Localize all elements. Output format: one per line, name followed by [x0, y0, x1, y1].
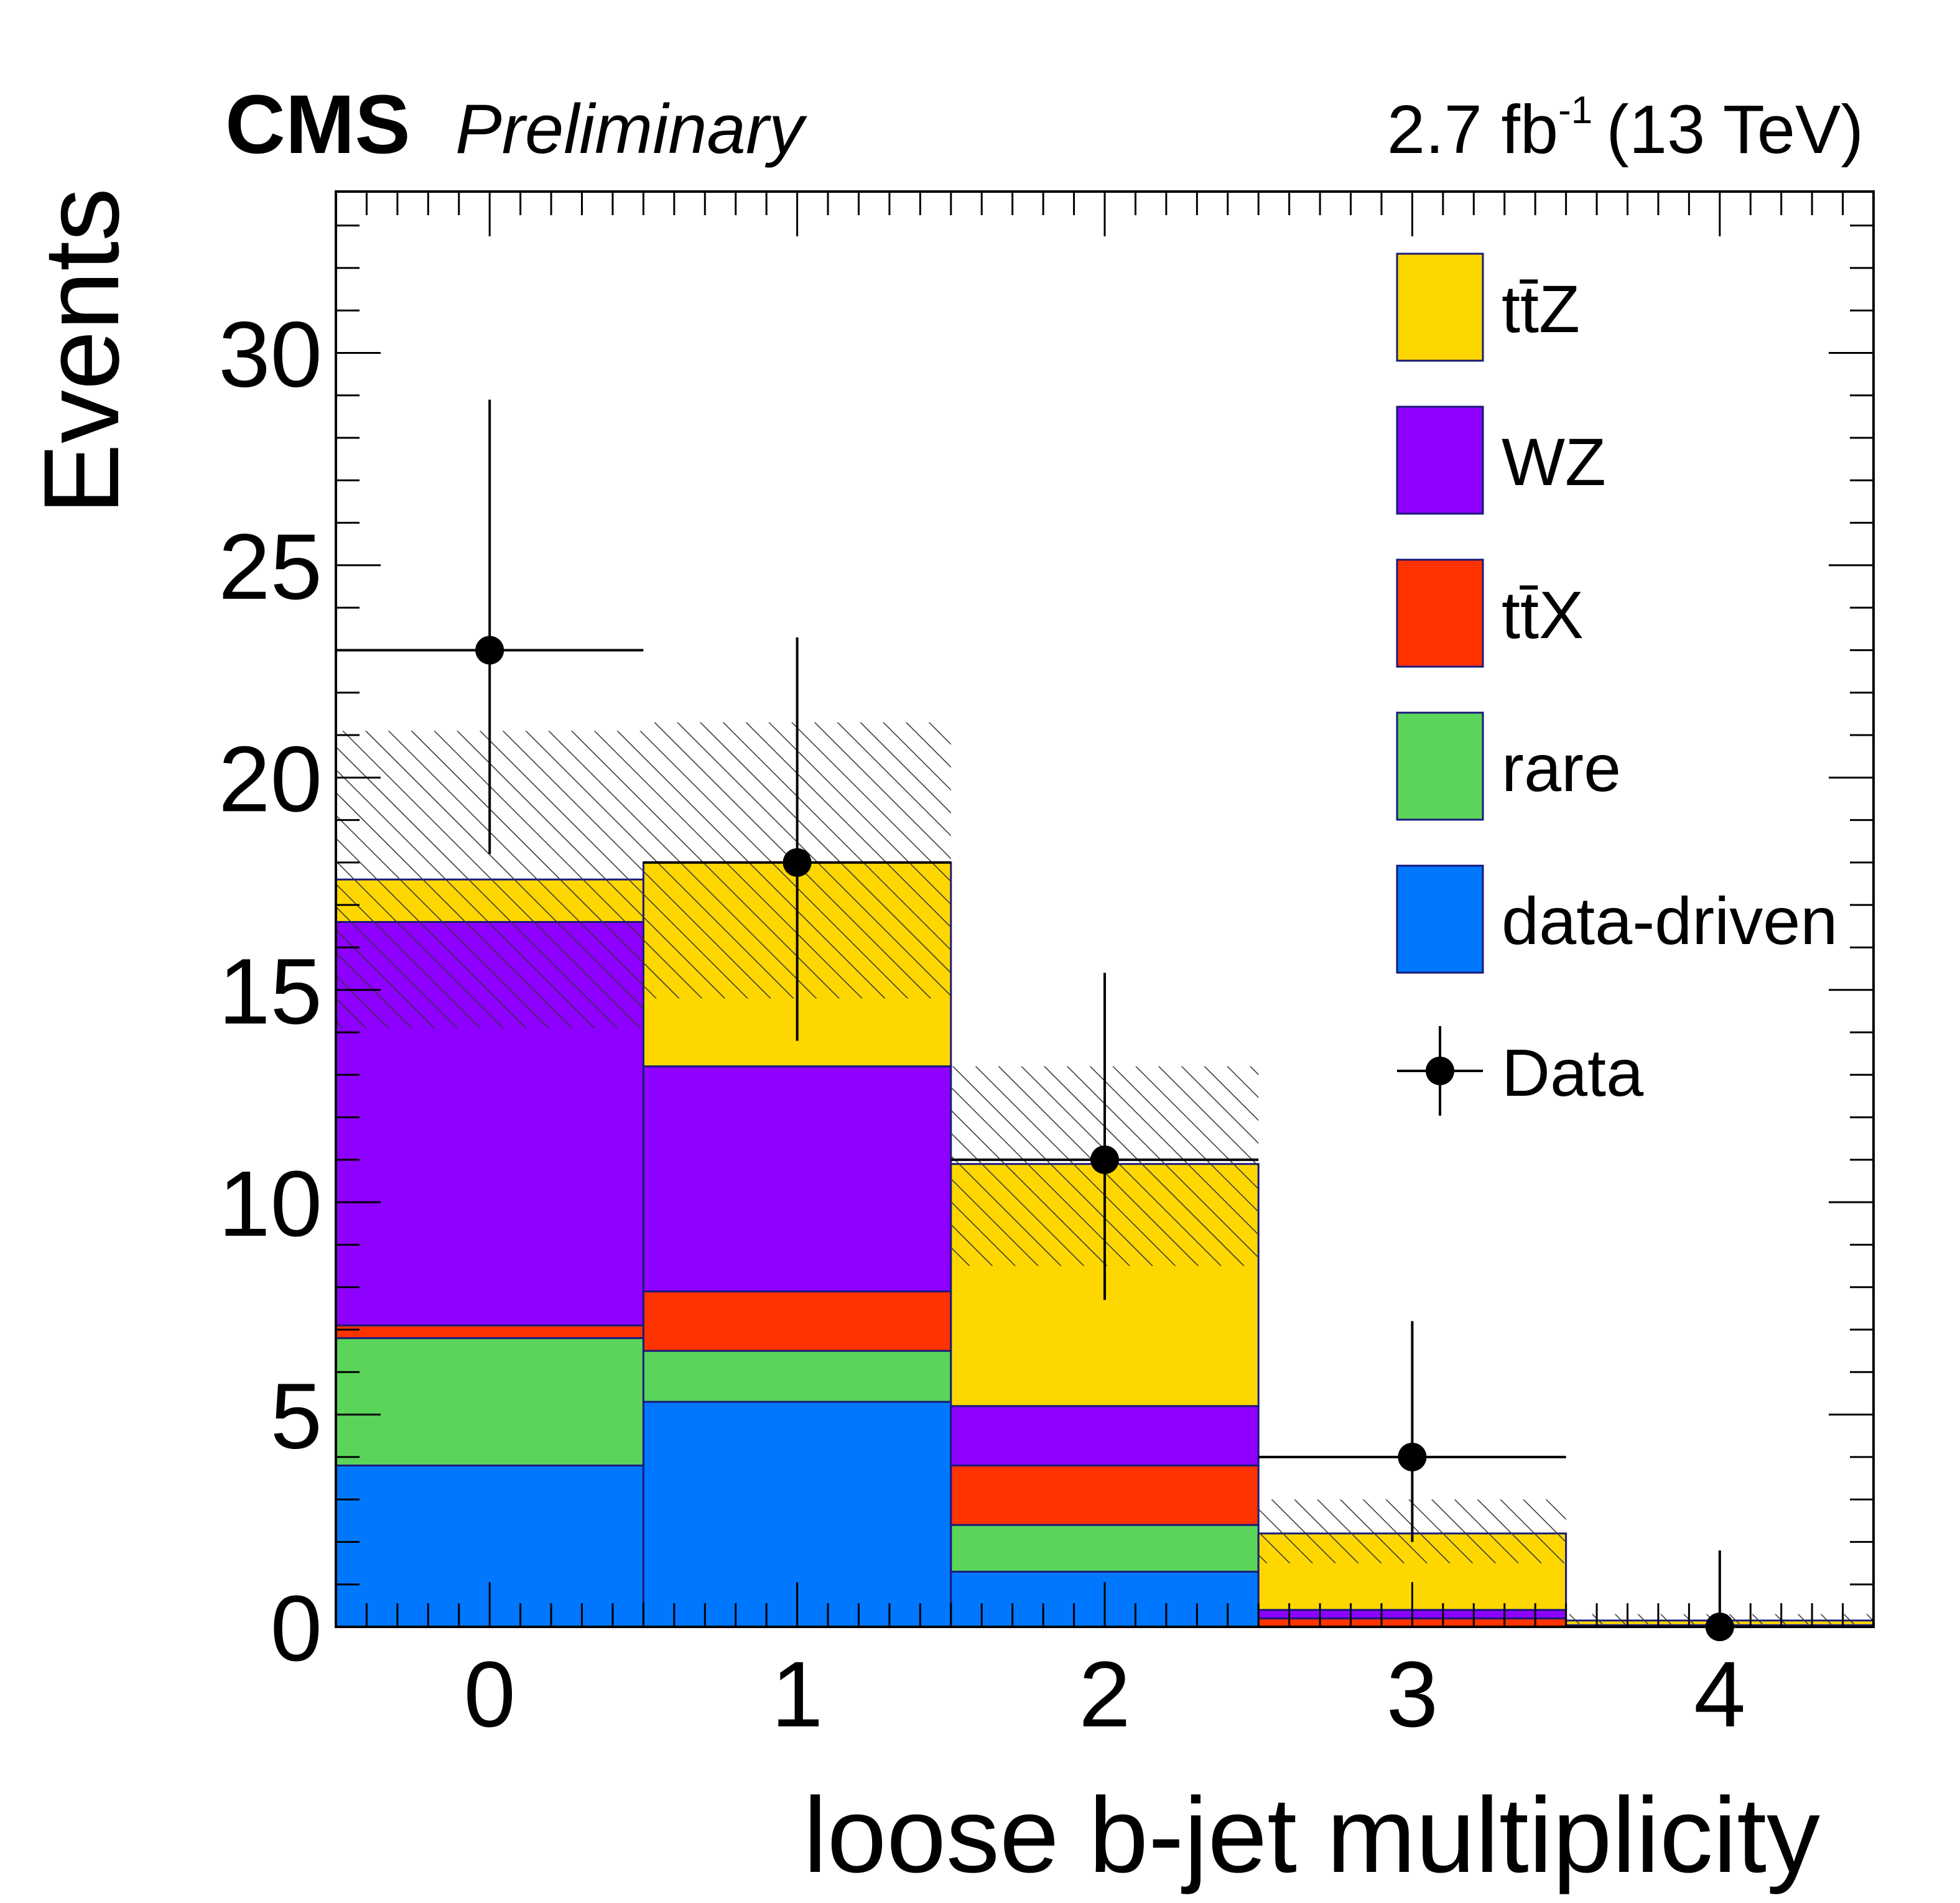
y-tick-label: 25 [218, 514, 322, 619]
legend-data-marker [1426, 1057, 1454, 1085]
data-point-bin-0 [475, 636, 504, 665]
x-tick-label: 0 [463, 1642, 515, 1746]
legend: tt̄Z WZ tt̄X rare data-driven Data [1396, 252, 1837, 1116]
preliminary-label: Preliminary [455, 90, 807, 168]
legend-label-wz: WZ [1502, 424, 1606, 499]
x-tick-label: 1 [771, 1642, 823, 1746]
energy-value: (13 TeV) [1606, 91, 1864, 168]
y-tick-label: 5 [271, 1364, 322, 1468]
y-tick-label: 30 [218, 302, 322, 406]
bar-wz-bin-1 [642, 1065, 952, 1293]
bar-rare-bin-2 [950, 1524, 1260, 1573]
x-tick-label: 3 [1386, 1642, 1438, 1746]
legend-swatch-data-driven [1396, 864, 1484, 974]
y-tick-label: 20 [218, 726, 322, 831]
legend-swatch-tt-z [1396, 252, 1484, 362]
bar-rare-bin-0 [335, 1337, 644, 1467]
data-point-bin-3 [1398, 1442, 1427, 1471]
x-tick-label: 4 [1694, 1642, 1745, 1746]
luminosity-value: 2.7 fb [1387, 91, 1558, 168]
legend-label-rare: rare [1502, 730, 1621, 805]
bar-tt-x-bin-0 [335, 1324, 644, 1340]
legend-label-data-driven: data-driven [1502, 883, 1837, 958]
x-axis-title: loose b-jet multiplicity [803, 1776, 1820, 1895]
bar-rare-bin-1 [642, 1350, 952, 1403]
data-point-bin-1 [783, 848, 812, 877]
legend-label-data: Data [1502, 1035, 1644, 1110]
bar-tt-x-bin-1 [642, 1290, 952, 1352]
y-tick-label: 0 [271, 1576, 322, 1680]
y-axis-title: Events [22, 188, 141, 515]
y-tick-label: 10 [218, 1151, 322, 1256]
data-point-bin-2 [1090, 1145, 1119, 1174]
axis-ticks [336, 192, 1874, 1628]
x-tick-label: 2 [1079, 1642, 1130, 1746]
legend-label-tt-z: tt̄Z [1502, 271, 1580, 346]
bar-tt-x-bin-2 [950, 1465, 1260, 1526]
luminosity-exponent: -1 [1558, 89, 1592, 132]
legend-swatch-tt-x [1396, 558, 1484, 668]
y-tick-label: 15 [218, 939, 322, 1044]
legend-swatch-rare [1396, 711, 1484, 821]
cms-label: CMS [225, 78, 411, 171]
bar-wz-bin-2 [950, 1405, 1260, 1467]
tick-labels: 0 5 10 15 20 25 30 0 1 2 3 4 [218, 302, 1745, 1746]
legend-swatch-wz [1396, 405, 1484, 515]
luminosity-label: 2.7 fb-1 (13 TeV) [1387, 89, 1864, 168]
legend-label-tt-x: tt̄X [1502, 577, 1584, 652]
